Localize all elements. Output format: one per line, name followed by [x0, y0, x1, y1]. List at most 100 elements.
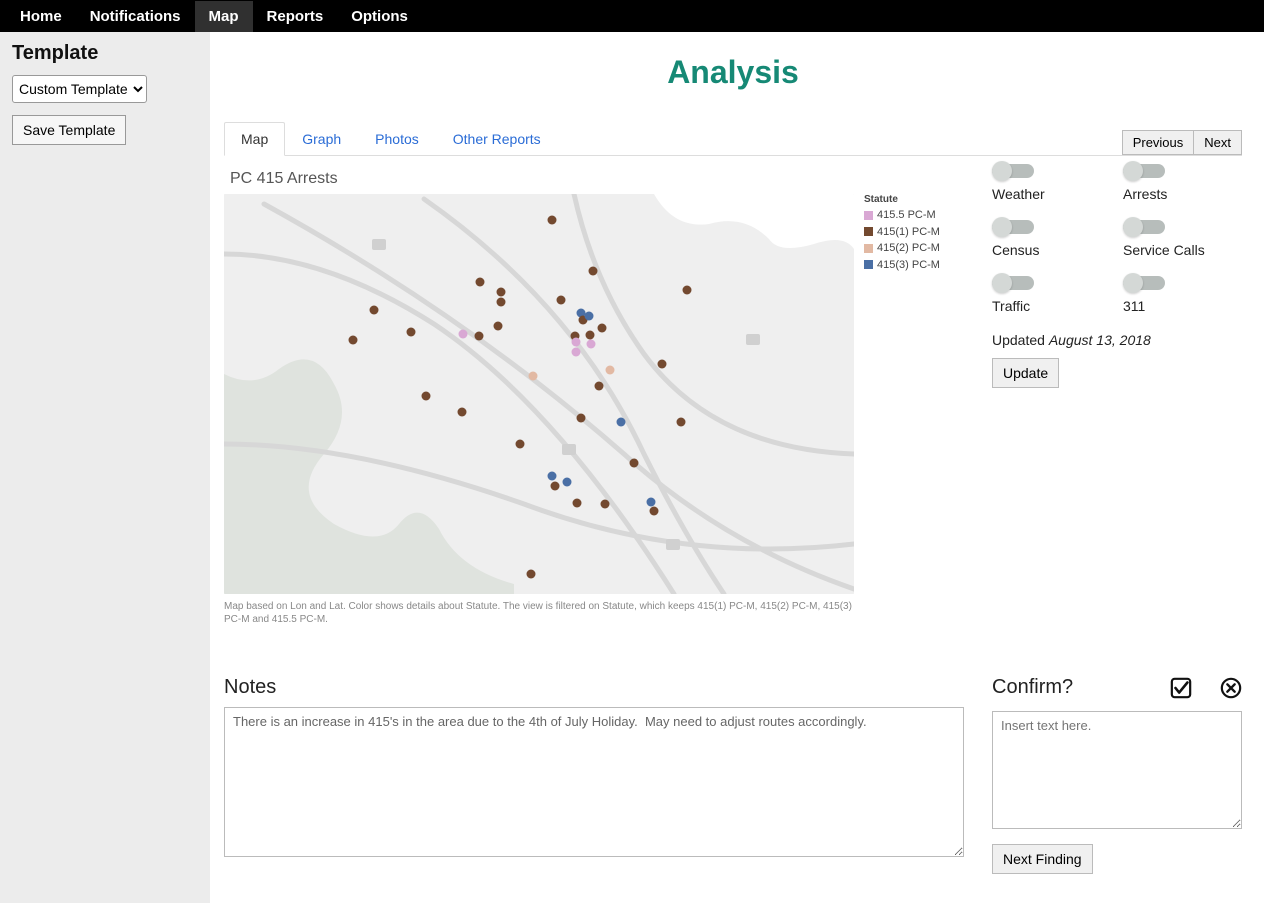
update-button[interactable]: Update: [992, 358, 1059, 388]
toggle-switch-service-calls[interactable]: [1123, 220, 1165, 234]
legend-label: 415(1) PC-M: [877, 224, 940, 241]
map-point: [586, 331, 595, 340]
map-point: [572, 499, 581, 508]
map-point: [421, 392, 430, 401]
toggle-label: Census: [992, 242, 1111, 258]
map-point: [476, 278, 485, 287]
map-point: [563, 478, 572, 487]
map-point: [676, 418, 685, 427]
map-point: [557, 296, 566, 305]
template-select[interactable]: Custom Template: [12, 75, 147, 103]
toggle-switch-census[interactable]: [992, 220, 1034, 234]
toggle-cell: Arrests: [1123, 164, 1242, 202]
toggle-label: Arrests: [1123, 186, 1242, 202]
map-point: [657, 360, 666, 369]
toggle-label: Weather: [992, 186, 1111, 202]
sidebar: Template Custom Template Save Template: [0, 32, 210, 903]
map-point: [683, 286, 692, 295]
map-point: [550, 482, 559, 491]
notes-section: Notes: [224, 676, 964, 874]
next-finding-button[interactable]: Next Finding: [992, 844, 1093, 874]
map-point: [497, 288, 506, 297]
toggle-label: Service Calls: [1123, 242, 1242, 258]
map-point: [572, 348, 581, 357]
map-point: [630, 458, 639, 467]
map-point: [475, 332, 484, 341]
toggle-cell: Traffic: [992, 276, 1111, 314]
map-point: [598, 324, 607, 333]
tab-row: Map Graph Photos Other Reports Previous …: [224, 121, 1242, 156]
save-template-button[interactable]: Save Template: [12, 115, 126, 145]
legend-swatch: [864, 227, 873, 236]
tab-map[interactable]: Map: [224, 122, 285, 156]
map-wrap: Statute 415.5 PC-M415(1) PC-M415(2) PC-M…: [224, 194, 974, 594]
legend-label: 415(2) PC-M: [877, 240, 940, 257]
toggle-switch-traffic[interactable]: [992, 276, 1034, 290]
top-nav: Home Notifications Map Reports Options: [0, 0, 1264, 32]
map-point: [497, 298, 506, 307]
map-point: [649, 506, 658, 515]
confirm-textarea[interactable]: [992, 711, 1242, 829]
confirm-section: Confirm? Next Finding: [992, 676, 1242, 874]
legend-swatch: [864, 260, 873, 269]
nav-options[interactable]: Options: [337, 1, 422, 32]
map-canvas: [224, 194, 854, 594]
tab-graph[interactable]: Graph: [285, 122, 358, 156]
map-point: [616, 418, 625, 427]
map-point: [459, 330, 468, 339]
map-point: [349, 336, 358, 345]
map-point: [585, 312, 594, 321]
next-button[interactable]: Next: [1193, 130, 1242, 155]
nav-reports[interactable]: Reports: [253, 1, 338, 32]
map-point: [527, 570, 536, 579]
map-point: [458, 408, 467, 417]
nav-map[interactable]: Map: [195, 1, 253, 32]
notes-textarea[interactable]: [224, 707, 964, 857]
map-basemap: [224, 194, 854, 594]
previous-button[interactable]: Previous: [1122, 130, 1195, 155]
confirm-heading: Confirm?: [992, 676, 1142, 699]
sidebar-heading: Template: [12, 42, 198, 65]
page-title: Analysis: [224, 54, 1242, 91]
legend-label: 415.5 PC-M: [877, 207, 936, 224]
map-point: [369, 306, 378, 315]
toggle-cell: 311: [1123, 276, 1242, 314]
toggle-panel: Weather Arrests Census Service Calls Traffic…: [992, 164, 1242, 626]
map-point: [528, 372, 537, 381]
main-content: Analysis Map Graph Photos Other Reports …: [210, 32, 1264, 903]
toggle-label: Traffic: [992, 298, 1111, 314]
map-point: [516, 440, 525, 449]
map-point: [572, 338, 581, 347]
map-caption: Map based on Lon and Lat. Color shows de…: [224, 600, 854, 626]
map-point: [594, 382, 603, 391]
map-point: [588, 266, 597, 275]
tab-photos[interactable]: Photos: [358, 122, 436, 156]
legend-item: 415(2) PC-M: [864, 240, 940, 257]
map-point: [587, 340, 596, 349]
toggle-switch-weather[interactable]: [992, 164, 1034, 178]
map-point: [547, 472, 556, 481]
nav-notifications[interactable]: Notifications: [76, 1, 195, 32]
map-point: [606, 366, 615, 375]
map-point: [576, 414, 585, 423]
map-legend: Statute 415.5 PC-M415(1) PC-M415(2) PC-M…: [864, 194, 940, 273]
notes-heading: Notes: [224, 676, 964, 699]
legend-title: Statute: [864, 194, 940, 205]
updated-line: Updated August 13, 2018: [992, 332, 1242, 348]
confirm-yes-icon[interactable]: [1170, 677, 1192, 699]
legend-swatch: [864, 244, 873, 253]
tab-other-reports[interactable]: Other Reports: [436, 122, 558, 156]
toggle-switch-arrests[interactable]: [1123, 164, 1165, 178]
map-point: [407, 328, 416, 337]
map-point: [494, 322, 503, 331]
legend-label: 415(3) PC-M: [877, 257, 940, 274]
toggle-cell: Weather: [992, 164, 1111, 202]
map-point: [547, 216, 556, 225]
toggle-label: 311: [1123, 298, 1242, 314]
legend-item: 415(3) PC-M: [864, 257, 940, 274]
toggle-switch-311[interactable]: [1123, 276, 1165, 290]
map-title: PC 415 Arrests: [230, 170, 974, 188]
nav-home[interactable]: Home: [6, 1, 76, 32]
updated-date: August 13, 2018: [1049, 332, 1151, 348]
confirm-no-icon[interactable]: [1220, 677, 1242, 699]
